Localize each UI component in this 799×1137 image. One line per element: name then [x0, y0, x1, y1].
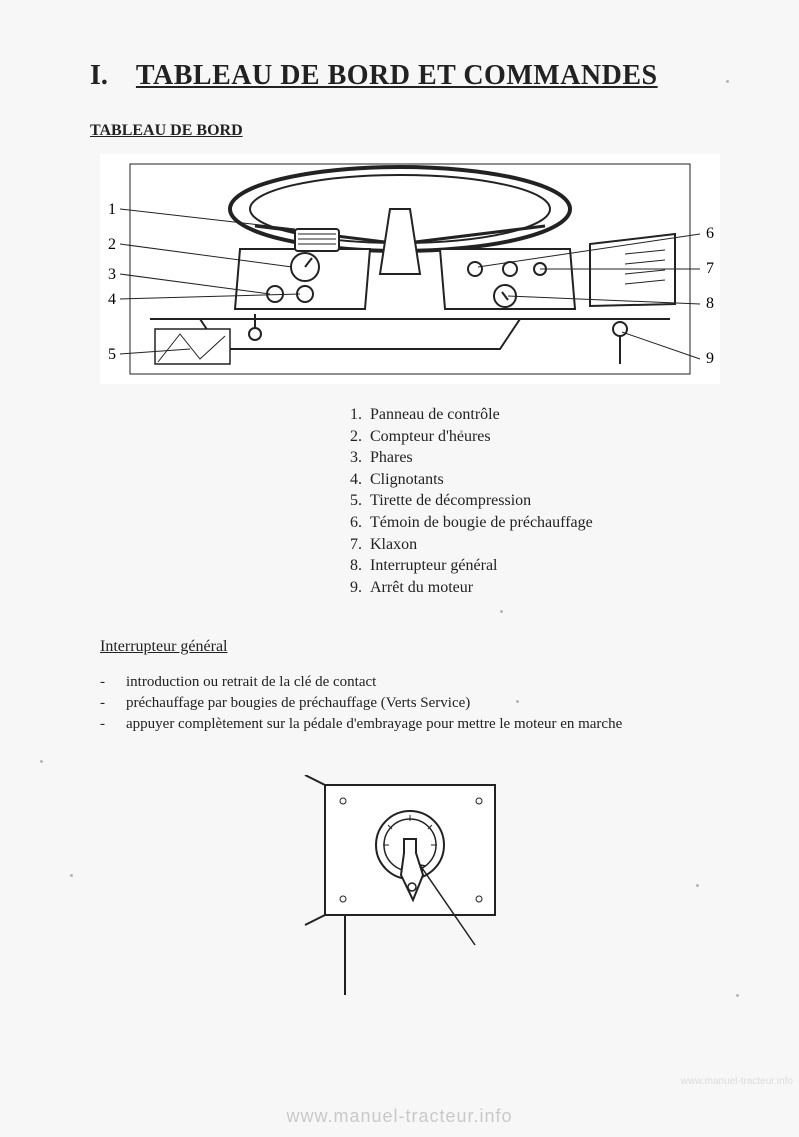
bullet-item: -préchauffage par bougies de préchauffag… [100, 693, 729, 714]
bullet-item: -appuyer complètement sur la pédale d'em… [100, 714, 729, 735]
legend-item: 3.Phares [350, 447, 729, 469]
legend-item: 5.Tirette de décompression [350, 490, 729, 512]
subsection-title: TABLEAU DE BORD [90, 122, 729, 140]
callout-6: 6 [706, 225, 714, 242]
section-number: I. [90, 60, 108, 92]
legend-list: 1.Panneau de contrôle 2.Compteur d'heure… [350, 404, 729, 598]
switch-heading: Interrupteur général [100, 638, 729, 656]
callout-7: 7 [706, 260, 714, 277]
watermark-side: www.manuel-tracteur.info [681, 1076, 793, 1087]
watermark-center: www.manuel-tracteur.info [0, 1106, 799, 1127]
callout-2: 2 [108, 236, 116, 253]
legend-item: 4.Clignotants [350, 469, 729, 491]
callout-4: 4 [108, 291, 116, 308]
dashboard-figure: 1 2 3 4 5 6 7 8 9 [100, 154, 720, 384]
legend-item: 2.Compteur d'heures [350, 426, 729, 448]
legend-item: 9.Arrêt du moteur [350, 577, 729, 599]
legend-item: 1.Panneau de contrôle [350, 404, 729, 426]
callout-5: 5 [108, 346, 116, 363]
main-title: TABLEAU DE BORD ET COMMANDES [136, 60, 658, 92]
legend-item: 6.Témoin de bougie de préchauffage [350, 512, 729, 534]
legend-item: 7.Klaxon [350, 534, 729, 556]
legend-item: 8.Interrupteur général [350, 555, 729, 577]
callout-9: 9 [706, 350, 714, 367]
page-header: I. TABLEAU DE BORD ET COMMANDES [90, 60, 729, 92]
switch-bullets: -introduction ou retrait de la clé de co… [100, 672, 729, 735]
bullet-item: -introduction ou retrait de la clé de co… [100, 672, 729, 693]
callout-3: 3 [108, 266, 116, 283]
callout-8: 8 [706, 295, 714, 312]
key-switch-figure [285, 775, 535, 995]
callout-1: 1 [108, 201, 116, 218]
